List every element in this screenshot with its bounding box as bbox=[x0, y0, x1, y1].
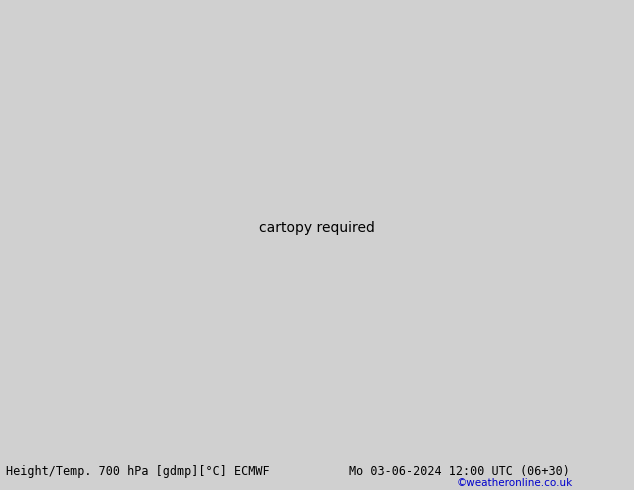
Text: cartopy required: cartopy required bbox=[259, 221, 375, 235]
Text: Mo 03-06-2024 12:00 UTC (06+30): Mo 03-06-2024 12:00 UTC (06+30) bbox=[349, 465, 569, 478]
Text: Height/Temp. 700 hPa [gdmp][°C] ECMWF: Height/Temp. 700 hPa [gdmp][°C] ECMWF bbox=[6, 465, 270, 478]
Text: ©weatheronline.co.uk: ©weatheronline.co.uk bbox=[456, 478, 573, 488]
